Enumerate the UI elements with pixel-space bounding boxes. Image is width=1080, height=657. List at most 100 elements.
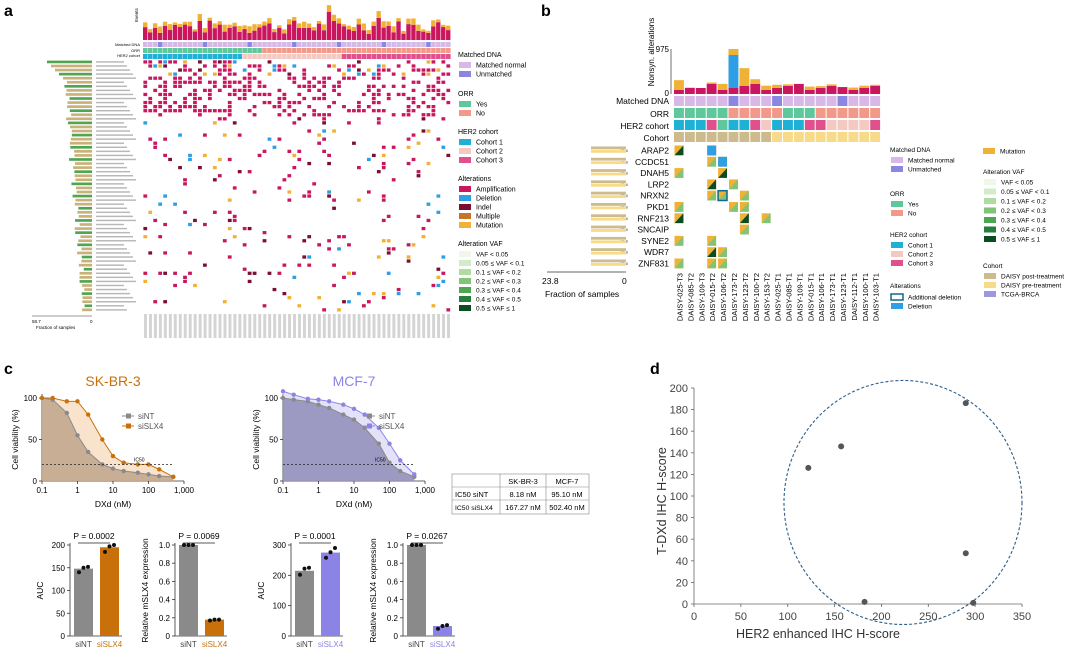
a-fraction-bar xyxy=(78,215,92,218)
b-legend-c1: Cohort 1 xyxy=(908,243,933,250)
a-cell xyxy=(183,96,187,101)
a-cell xyxy=(222,133,227,137)
a-cell xyxy=(178,109,182,113)
d-y-tick-label: 200 xyxy=(670,383,688,395)
a-legend-del: Deletion xyxy=(476,196,502,203)
a-track-matched-cell xyxy=(406,42,411,47)
a-track-orr-cell xyxy=(252,48,257,53)
a-sample-label-placeholder xyxy=(198,314,202,338)
a-cell xyxy=(297,149,302,153)
a-cell xyxy=(322,76,327,80)
a-cell xyxy=(282,96,287,101)
a-cell xyxy=(406,145,411,149)
b-legend-vaf-swatch xyxy=(984,217,996,223)
a-gene-label-placeholder xyxy=(96,138,136,140)
b-legend-pre: DAISY pre-treatment xyxy=(1001,283,1061,290)
a-cell xyxy=(173,109,177,113)
a-track-matched-cell xyxy=(416,42,421,47)
a-cell xyxy=(307,194,312,198)
a-cell xyxy=(203,109,207,113)
a-cell xyxy=(178,84,182,88)
b-cell-deletion xyxy=(718,156,727,167)
b-sample-label: DAISY-085-T2 xyxy=(686,273,695,321)
a-event-bar xyxy=(441,27,446,40)
a-event-bar-top xyxy=(272,28,277,33)
a-cell xyxy=(302,255,307,259)
a-cell xyxy=(262,231,267,235)
a-track-her2-cell xyxy=(356,54,362,59)
a-cell xyxy=(262,149,267,153)
a-cell xyxy=(188,153,192,158)
b-bar-amp xyxy=(761,90,772,94)
a-cell xyxy=(203,64,207,68)
a-event-bar-top xyxy=(282,29,287,34)
a-cell xyxy=(337,92,341,97)
b-top-bars xyxy=(674,49,881,94)
a-cell xyxy=(436,194,441,198)
a-track-matched-cell xyxy=(321,42,327,47)
a-cell xyxy=(217,68,222,72)
a-track-matched-cell xyxy=(446,42,451,47)
b-legend-vaf-item: 0.05 ≤ VAF < 0.1 xyxy=(1001,189,1050,196)
a-track-orr-cell xyxy=(237,48,242,53)
a-event-bar xyxy=(331,21,337,40)
a-cell xyxy=(436,267,441,271)
a-event-bar xyxy=(401,33,406,40)
a-cell xyxy=(252,92,257,97)
a-gene-label-placeholder xyxy=(96,301,136,303)
a-track-matched-cell xyxy=(232,42,237,47)
b-fraction-bar-post xyxy=(591,191,626,195)
a-cell xyxy=(143,271,148,275)
a-cell xyxy=(173,80,177,84)
b-track-label-orr: ORR xyxy=(650,109,669,119)
b-legend-orr-title: ORR xyxy=(890,191,905,198)
b-legend-vaf-swatch xyxy=(984,198,996,204)
b-bar-mut xyxy=(728,49,739,88)
a-cell xyxy=(247,88,252,93)
b-bar-mut xyxy=(674,80,684,90)
a-cell xyxy=(391,178,396,182)
b-cell-vaf xyxy=(707,247,717,257)
a-track-matched-cell xyxy=(436,42,441,47)
a-track-orr-cell xyxy=(351,48,357,53)
a-fraction-bar xyxy=(78,206,92,210)
b-fraction-bar-post xyxy=(591,259,626,263)
b-legend-vaf-item: VAF < 0.05 xyxy=(1001,180,1034,187)
a-events-label: Events xyxy=(134,7,139,22)
a-cell xyxy=(357,165,361,170)
a-track-matched-cell xyxy=(287,42,292,47)
a-cell xyxy=(143,121,148,125)
a-cell xyxy=(347,271,351,275)
a-event-bar-top xyxy=(311,27,317,31)
c-bar-replicate-point xyxy=(445,623,449,628)
a-gene-label-placeholder xyxy=(96,260,136,262)
a-legend-vaf-item: VAF < 0.05 xyxy=(476,252,509,259)
a-track-her2-cell xyxy=(143,54,148,59)
a-event-bar xyxy=(222,31,227,40)
a-cell xyxy=(322,137,327,141)
a-track-matched-cell xyxy=(262,42,267,47)
a-cell xyxy=(426,218,431,223)
a-event-bar xyxy=(282,33,287,40)
a-track-her2-cell xyxy=(162,54,168,59)
a-track-her2-cell xyxy=(157,54,163,59)
a-sample-label-placeholder xyxy=(367,314,371,338)
b-bar-amp xyxy=(793,84,804,94)
b-sample-label: DAISY-123-T2 xyxy=(741,273,750,321)
a-sample-label-placeholder xyxy=(377,314,381,338)
c-point-siSLX4 xyxy=(75,399,80,404)
a-sample-label-placeholder xyxy=(223,314,227,338)
a-cell xyxy=(143,235,148,239)
a-legend-swatch-mut xyxy=(459,222,471,228)
b-bar-amp xyxy=(739,86,750,94)
a-track-matched-cell xyxy=(326,42,332,47)
b-legend-vaf-swatch xyxy=(984,179,996,185)
a-cell xyxy=(227,64,232,68)
a-legend-vaf-title: Alteration VAF xyxy=(458,241,503,248)
a-legend-swatch-c2 xyxy=(459,148,471,154)
a-cell xyxy=(207,109,212,113)
a-cell xyxy=(203,222,207,227)
panel-label-d: d xyxy=(650,361,660,378)
a-event-bar xyxy=(297,27,302,40)
a-cell xyxy=(188,271,192,275)
